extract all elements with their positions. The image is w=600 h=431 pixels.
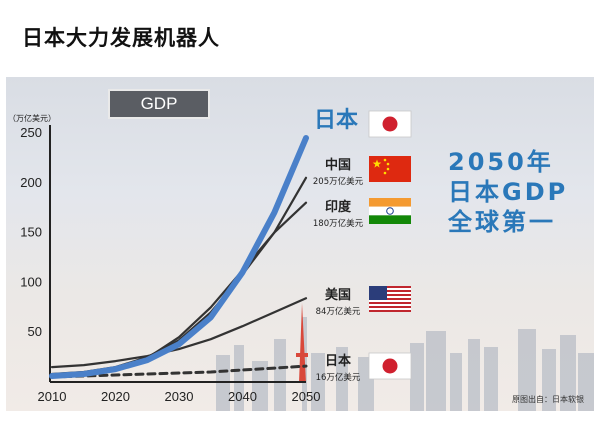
series-value-label: 205万亿美元 <box>313 176 364 187</box>
x-tick-label: 2030 <box>165 389 194 404</box>
headline-line-3: 全球第一 <box>448 208 556 236</box>
y-tick-label: 100 <box>20 274 42 289</box>
chart-panel: （万亿美元） 50 100 150 200 250 2010 2020 2030 2040 205… <box>6 77 594 411</box>
y-tick-label: 50 <box>28 324 42 339</box>
series-line-0 <box>49 135 309 379</box>
x-tick-label: 2010 <box>38 389 67 404</box>
flag-japan-icon <box>368 352 412 380</box>
source-note: 原图出自：日本软银 <box>512 395 584 404</box>
headline-line-2: 日本GDP <box>448 178 569 206</box>
flag-china-icon <box>369 156 411 182</box>
flag-india-icon <box>369 198 411 224</box>
series-label: 日本 <box>325 353 351 369</box>
series-label: 日本 <box>314 108 358 133</box>
gdp-line-chart: （万亿美元） 50 100 150 200 250 2010 2020 2030 2040 205… <box>8 108 594 411</box>
y-tick-label: 150 <box>20 225 42 240</box>
series-value-label: 180万亿美元 <box>313 218 364 229</box>
headline-line-1: 2050年 <box>448 148 554 176</box>
series-label: 中国 <box>325 157 351 173</box>
page-title: 日本大力发展机器人 <box>22 26 220 50</box>
y-tick-label: 200 <box>20 175 42 190</box>
x-tick-label: 2050 <box>292 389 321 404</box>
x-tick-label: 2040 <box>228 389 257 404</box>
series-value-label: 84万亿美元 <box>316 306 361 317</box>
series-value-label: 16万亿美元 <box>316 372 361 383</box>
flag-usa-icon <box>369 286 411 312</box>
series-label: 美国 <box>325 287 351 303</box>
series-line-3 <box>50 297 308 369</box>
series-label: 印度 <box>325 199 352 215</box>
y-axis-label: （万亿美元） <box>8 113 56 123</box>
y-tick-label: 250 <box>20 125 42 140</box>
flag-japan-icon <box>368 110 412 138</box>
x-tick-label: 2020 <box>101 389 130 404</box>
gdp-badge: GDP <box>108 89 210 119</box>
headline: 2050年 日本GDP 全球第一 <box>448 147 588 237</box>
series-line-4 <box>50 364 308 379</box>
tower-icon <box>296 303 308 383</box>
